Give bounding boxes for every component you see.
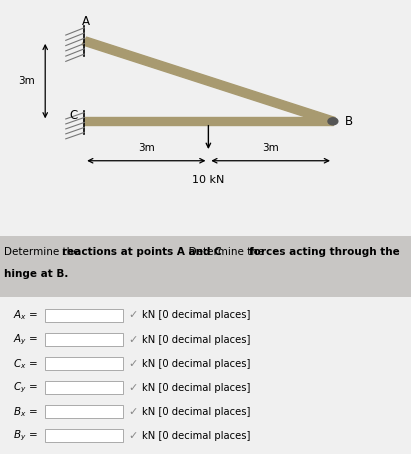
Text: reactions at points A and C: reactions at points A and C: [62, 247, 222, 257]
Text: ✓: ✓: [128, 359, 138, 369]
Text: kN [0 decimal places]: kN [0 decimal places]: [142, 359, 250, 369]
Text: 3m: 3m: [262, 143, 279, 153]
Polygon shape: [84, 117, 333, 125]
Text: kN [0 decimal places]: kN [0 decimal places]: [142, 383, 250, 393]
Text: ✓: ✓: [128, 311, 138, 321]
FancyBboxPatch shape: [45, 357, 123, 370]
FancyBboxPatch shape: [45, 309, 123, 322]
Text: hinge at B.: hinge at B.: [4, 269, 68, 279]
Circle shape: [328, 118, 338, 125]
Text: ✓: ✓: [128, 431, 138, 441]
Text: Determine the: Determine the: [4, 247, 83, 257]
Text: ✓: ✓: [128, 383, 138, 393]
Text: B: B: [345, 115, 353, 128]
FancyBboxPatch shape: [45, 381, 123, 394]
Text: C: C: [70, 109, 78, 122]
Text: $C_y$ =: $C_y$ =: [13, 380, 38, 395]
FancyBboxPatch shape: [45, 429, 123, 442]
Text: $B_y$ =: $B_y$ =: [14, 429, 38, 443]
Text: kN [0 decimal places]: kN [0 decimal places]: [142, 431, 250, 441]
Text: forces acting through the: forces acting through the: [249, 247, 399, 257]
Polygon shape: [82, 37, 335, 125]
FancyBboxPatch shape: [45, 405, 123, 418]
FancyBboxPatch shape: [0, 236, 411, 297]
Text: $A_y$ =: $A_y$ =: [13, 332, 38, 347]
Text: $B_x$ =: $B_x$ =: [14, 405, 38, 419]
Text: . Determine the: . Determine the: [182, 247, 268, 257]
Text: $C_x$ =: $C_x$ =: [13, 357, 38, 370]
Text: kN [0 decimal places]: kN [0 decimal places]: [142, 407, 250, 417]
Text: 3m: 3m: [138, 143, 155, 153]
FancyBboxPatch shape: [45, 333, 123, 346]
Text: 3m: 3m: [18, 76, 35, 86]
Text: ✓: ✓: [128, 335, 138, 345]
Text: ✓: ✓: [128, 407, 138, 417]
Text: $A_x$ =: $A_x$ =: [13, 309, 38, 322]
Text: kN [0 decimal places]: kN [0 decimal places]: [142, 311, 250, 321]
Text: A: A: [82, 15, 90, 28]
Text: kN [0 decimal places]: kN [0 decimal places]: [142, 335, 250, 345]
Text: 10 kN: 10 kN: [192, 175, 224, 185]
